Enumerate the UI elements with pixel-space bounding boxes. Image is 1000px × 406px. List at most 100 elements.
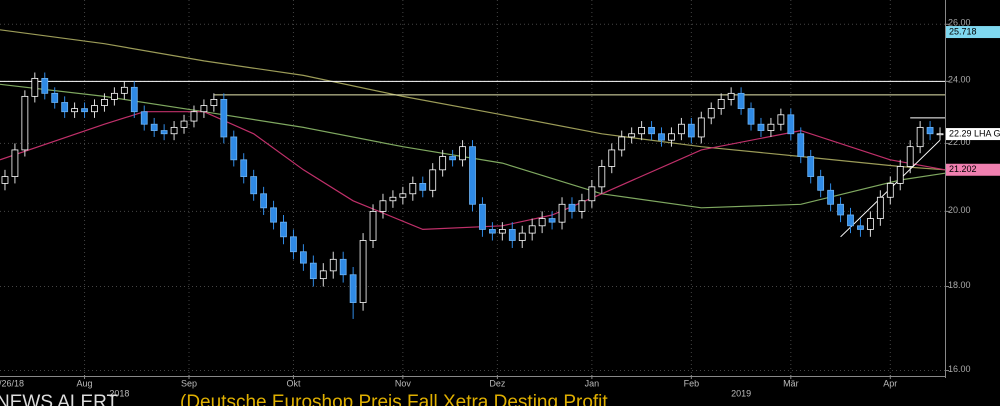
candle-body: [101, 99, 108, 106]
candle-body: [548, 218, 556, 223]
candle-body: [409, 183, 417, 195]
price-tag-label: 25.718: [949, 26, 977, 36]
x-tick-label: Jan: [585, 378, 600, 388]
candle-body: [329, 258, 337, 272]
x-tick-label: Feb: [684, 378, 700, 388]
candle-body: [419, 183, 427, 191]
candle-body: [896, 166, 904, 184]
candle-body: [628, 133, 636, 138]
candle-body: [926, 126, 934, 135]
candle-body: [459, 146, 466, 161]
candle-body: [518, 232, 526, 241]
candle-body: [339, 258, 347, 276]
candle-body: [160, 130, 168, 135]
candle-body: [190, 111, 198, 122]
candle-body: [618, 136, 626, 151]
candle-body: [906, 146, 914, 167]
candle-body: [130, 86, 138, 113]
candle-body: [598, 166, 606, 188]
candle-body: [240, 159, 248, 177]
candle-body: [250, 176, 258, 195]
candle-body: [270, 207, 277, 223]
news-label: NEWS ALERT: [0, 392, 119, 406]
candle-body: [21, 95, 29, 151]
candle-body: [648, 126, 655, 135]
price-tag-label: 21.202: [949, 164, 977, 174]
candle-body: [120, 86, 128, 94]
moving-average: [0, 111, 946, 231]
moving-average: [0, 29, 946, 171]
candle-body: [469, 146, 476, 205]
year-label: 2018: [109, 388, 129, 398]
year-label: 2019: [731, 388, 751, 398]
candle-body: [91, 105, 98, 113]
candle-body: [81, 108, 88, 113]
candle-body: [498, 229, 506, 234]
candle-body: [170, 126, 178, 135]
candle-body: [290, 236, 297, 253]
x-tick-label: Apr: [883, 378, 897, 388]
candle-body: [1, 176, 9, 184]
price-tag: [946, 128, 1000, 141]
candle-body: [200, 105, 208, 113]
candle-body: [886, 183, 894, 198]
candle-body: [528, 225, 536, 234]
x-tick-label: Aug: [77, 378, 93, 388]
candle-body: [847, 214, 854, 227]
x-tick-label: Sep: [181, 378, 197, 388]
candle-body: [668, 133, 675, 141]
candle-body: [140, 111, 148, 125]
candle-body: [210, 99, 218, 106]
y-tick-label: 26.00: [948, 18, 971, 28]
candle-body: [379, 200, 387, 212]
candle-body: [677, 123, 685, 135]
candle-body: [369, 210, 377, 241]
y-tick-label: 16.00: [948, 364, 971, 374]
price-tag-label: 22.29 LHA G: [949, 128, 1000, 138]
candle-body: [11, 149, 19, 177]
x-tick-label: Nov: [395, 378, 412, 388]
candle-body: [608, 149, 616, 167]
candle-body: [717, 99, 725, 110]
price-tag: [946, 163, 1000, 176]
candle-body: [737, 92, 745, 110]
candle-body: [449, 156, 457, 161]
candle-body: [757, 123, 765, 131]
x-tick-label: Dez: [489, 378, 506, 388]
candle-body: [31, 77, 39, 97]
price-tag: [946, 26, 1000, 39]
candle-body: [61, 102, 69, 113]
y-tick-label: 18.00: [948, 280, 971, 290]
candle-body: [697, 117, 705, 138]
candle-body: [687, 123, 695, 138]
candle-body: [837, 203, 844, 216]
y-tick-label: 22.00: [948, 137, 971, 147]
candle-body: [588, 186, 596, 202]
news-text: (Deutsche Euroshop Preis Fall Xetra Dest…: [180, 392, 608, 406]
candle-body: [439, 156, 447, 171]
candle-body: [747, 108, 755, 125]
candle-body: [299, 251, 307, 264]
candle-body: [180, 120, 188, 128]
candle-body: [916, 126, 924, 148]
candle-body: [558, 203, 566, 223]
candle-body: [777, 114, 785, 125]
candle-body: [727, 92, 735, 100]
candle-body: [260, 193, 268, 209]
candle-body: [876, 196, 884, 219]
candle-body: [866, 218, 874, 230]
candle-body: [399, 193, 407, 198]
candle-body: [309, 262, 317, 280]
candle-body: [817, 176, 825, 191]
start-date: 7/26/18: [0, 378, 24, 388]
candle-body: [936, 133, 944, 136]
candle-body: [359, 240, 367, 303]
candle-body: [638, 126, 646, 135]
candle-body: [578, 200, 586, 212]
candle-body: [389, 196, 397, 202]
candle-body: [857, 225, 864, 230]
candle-body: [349, 274, 357, 303]
